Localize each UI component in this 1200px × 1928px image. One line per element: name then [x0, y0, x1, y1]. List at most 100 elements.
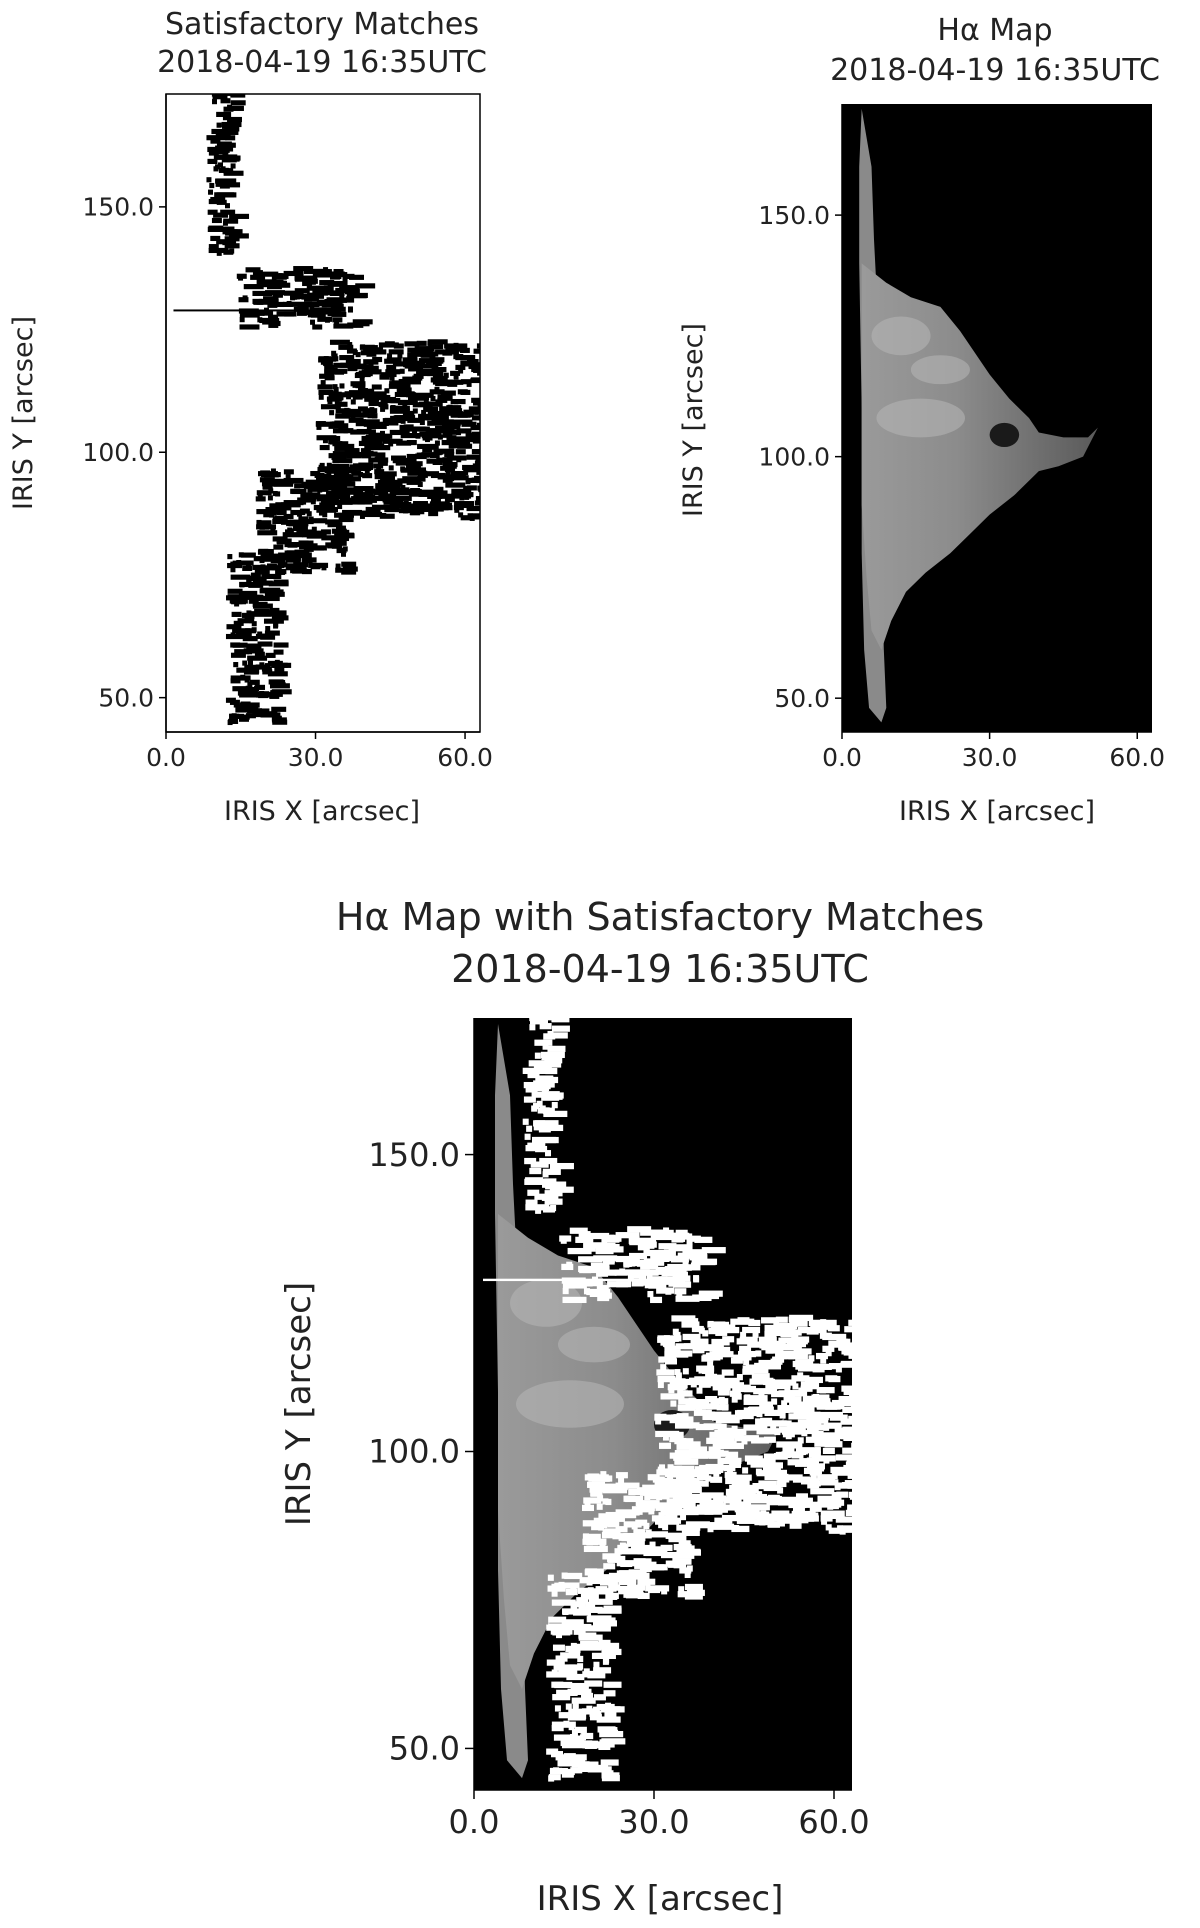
match-pixel: [215, 181, 226, 187]
match-pixel: [588, 1475, 613, 1482]
match-pixel: [316, 299, 327, 305]
match-pixel: [378, 493, 389, 499]
bright-patch: [876, 398, 966, 438]
match-pixel: [642, 1484, 661, 1491]
match-pixel: [633, 1558, 652, 1565]
match-pixel: [230, 561, 241, 567]
match-pixel: [543, 1110, 568, 1118]
match-pixel: [365, 488, 376, 494]
match-pixel: [689, 1249, 708, 1256]
match-pixel: [522, 1118, 529, 1125]
match-pixel: [625, 1590, 644, 1597]
match-pixel: [726, 1451, 739, 1458]
match-pixel: [550, 1628, 557, 1635]
match-pixel: [328, 463, 339, 470]
match-pixel: [790, 1422, 815, 1429]
match-pixel: [463, 485, 469, 491]
match-pixel: [466, 477, 480, 484]
match-pixel: [583, 1242, 608, 1249]
match-pixel: [341, 283, 347, 290]
match-pixel: [771, 1510, 790, 1517]
match-pixel: [603, 1235, 622, 1242]
match-pixel: [270, 557, 286, 564]
match-pixel: [282, 532, 303, 538]
match-pixel: [386, 371, 397, 378]
match-pixel: [323, 361, 329, 367]
match-pixel: [469, 514, 480, 520]
match-pixel: [660, 1551, 679, 1559]
match-pixel: [657, 1375, 676, 1383]
match-pixel: [400, 467, 416, 473]
match-pixel: [541, 1054, 554, 1061]
match-pixel: [530, 1161, 549, 1168]
match-pixel: [427, 410, 448, 417]
match-pixel: [643, 1549, 668, 1557]
match-pixel: [418, 401, 439, 407]
match-pixel: [596, 1285, 609, 1292]
match-pixel: [338, 441, 349, 447]
match-pixel: [692, 1318, 699, 1325]
match-pixel: [439, 493, 455, 499]
match-pixel: [363, 359, 379, 365]
match-pixel: [378, 401, 384, 408]
match-pixel: [739, 1354, 752, 1361]
match-pixel: [590, 1490, 597, 1497]
match-pixel: [444, 452, 455, 458]
match-pixel: [311, 526, 317, 532]
match-pixel: [661, 1504, 674, 1511]
match-pixel: [328, 423, 334, 429]
match-pixel: [822, 1447, 835, 1455]
match-pixel: [474, 500, 480, 506]
match-pixel: [657, 1381, 664, 1389]
match-pixel: [242, 594, 263, 600]
match-pixel: [315, 271, 331, 277]
y-tick-label: 150.0: [82, 193, 154, 222]
match-pixel: [463, 436, 479, 442]
match-pixel: [816, 1402, 835, 1409]
match-pixel: [605, 1511, 618, 1519]
match-pixel: [729, 1390, 736, 1397]
match-pixel: [525, 1204, 550, 1211]
match-pixel: [252, 564, 263, 570]
match-pixel: [380, 398, 386, 404]
match-pixel: [479, 467, 480, 474]
match-pixel: [361, 496, 372, 502]
match-pixel: [743, 1497, 768, 1504]
match-pixel: [763, 1453, 788, 1460]
match-pixel: [472, 463, 480, 469]
match-pixel: [261, 573, 282, 580]
x-axis-label: IRIS X [arcsec]: [537, 1879, 784, 1919]
match-pixel: [710, 1476, 723, 1483]
match-pixel: [818, 1398, 831, 1405]
bright-patch: [558, 1326, 630, 1363]
match-pixel: [551, 1025, 570, 1032]
match-pixel: [235, 707, 251, 713]
match-pixel: [367, 439, 383, 445]
match-pixel: [347, 306, 353, 312]
match-pixel: [848, 1361, 852, 1368]
match-pixel: [525, 1199, 538, 1206]
match-pixel: [762, 1420, 787, 1427]
match-pixel: [673, 1558, 692, 1565]
match-pixel: [551, 1669, 558, 1676]
match-pixel: [233, 628, 239, 634]
match-pixel: [848, 1319, 852, 1326]
match-pixel: [322, 438, 328, 444]
match-pixel: [595, 1247, 614, 1255]
match-pixel: [214, 195, 220, 201]
match-pixel: [410, 348, 426, 354]
match-pixel: [565, 1619, 584, 1626]
match-pixel: [587, 1766, 612, 1773]
match-pixel: [466, 485, 477, 491]
match-pixel: [445, 470, 451, 476]
match-pixel: [768, 1325, 787, 1332]
match-pixel: [600, 1759, 619, 1766]
match-pixel: [282, 301, 293, 307]
match-pixel: [820, 1515, 833, 1522]
match-pixel: [363, 421, 384, 427]
match-pixel: [599, 1542, 606, 1549]
match-pixel: [335, 443, 341, 450]
match-pixel: [545, 1150, 552, 1157]
match-pixel: [360, 350, 371, 356]
match-pixel: [722, 1336, 735, 1343]
